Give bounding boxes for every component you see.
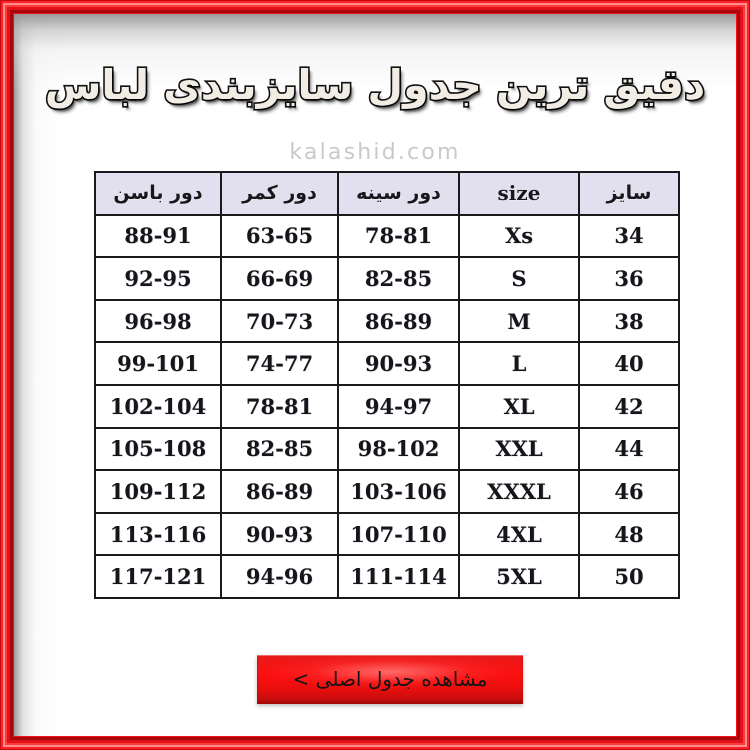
cell-hip: 99-101 (94, 341, 222, 386)
cell-size: M (458, 298, 580, 344)
cell-waist: 94-96 (220, 554, 339, 599)
table-header-row: سایز size دور سینه دور کمر دور باسن (94, 171, 680, 216)
table-row: 46 XXXL 103-106 86-89 109-112 (94, 469, 680, 514)
cell-size: 5XL (458, 554, 580, 599)
column-header-waist: دور کمر (220, 171, 339, 216)
cell-chest: 94-97 (337, 383, 460, 429)
cell-hip: 105-108 (94, 426, 222, 472)
cell-chest: 111-114 (337, 554, 460, 599)
column-header-hip: دور باسن (94, 171, 222, 216)
page-title: دقیق ترین جدول سایزبندی لباس (43, 59, 706, 110)
table-row: 44 XXL 98-102 82-85 105-108 (94, 426, 680, 472)
cell-size: XXXL (458, 469, 580, 514)
cell-waist: 66-69 (220, 256, 339, 301)
table-row: 40 L 90-93 74-77 99-101 (94, 341, 680, 386)
cell-sayz: 38 (578, 298, 680, 344)
table-row: 50 5XL 111-114 94-96 117-121 (94, 554, 680, 599)
cell-waist: 70-73 (220, 298, 339, 344)
cell-chest: 107-110 (337, 511, 460, 557)
table-row: 34 Xs 78-81 63-65 88-91 (94, 213, 680, 259)
clothing-size-table: سایز size دور سینه دور کمر دور باسن 34 Xs… (94, 171, 680, 599)
cell-waist: 82-85 (220, 426, 339, 472)
table-row: 42 XL 94-97 78-81 102-104 (94, 383, 680, 429)
cell-waist: 63-65 (220, 213, 339, 259)
site-watermark: kalashid.com (289, 140, 461, 165)
content-canvas: دقیق ترین جدول سایزبندی لباس kalashid.co… (14, 14, 736, 736)
table-row: 48 4XL 107-110 90-93 113-116 (94, 511, 680, 557)
cell-sayz: 42 (578, 383, 680, 429)
cell-chest: 103-106 (337, 469, 460, 514)
size-table-container: سایز size دور سینه دور کمر دور باسن 34 Xs… (94, 171, 680, 599)
cell-chest: 98-102 (337, 426, 460, 472)
cell-hip: 96-98 (94, 298, 222, 344)
cell-chest: 78-81 (337, 213, 460, 259)
cell-chest: 82-85 (337, 256, 460, 301)
cell-hip: 88-91 (94, 213, 222, 259)
cell-size: XL (458, 383, 580, 429)
cell-size: XXL (458, 426, 580, 472)
column-header-chest: دور سینه (337, 171, 460, 216)
cell-hip: 109-112 (94, 469, 222, 514)
cell-waist: 86-89 (220, 469, 339, 514)
cell-sayz: 46 (578, 469, 680, 514)
cell-size: S (458, 256, 580, 301)
cell-sayz: 34 (578, 213, 680, 259)
cell-sayz: 48 (578, 511, 680, 557)
column-header-size: size (458, 171, 580, 216)
cell-sayz: 44 (578, 426, 680, 472)
cell-size: 4XL (458, 511, 580, 557)
cell-sayz: 50 (578, 554, 680, 599)
view-original-table-button[interactable]: مشاهده جدول اصلی > (257, 655, 523, 704)
cell-hip: 117-121 (94, 554, 222, 599)
cell-waist: 78-81 (220, 383, 339, 429)
table-header: سایز size دور سینه دور کمر دور باسن (94, 171, 680, 216)
table-row: 36 S 82-85 66-69 92-95 (94, 256, 680, 301)
cell-size: L (458, 341, 580, 386)
cell-hip: 102-104 (94, 383, 222, 429)
table-body: 34 Xs 78-81 63-65 88-91 36 S 82-85 66-69 92-95 38 M… (94, 213, 680, 599)
column-header-sayz: سایز (578, 171, 680, 216)
cell-sayz: 40 (578, 341, 680, 386)
cell-sayz: 36 (578, 256, 680, 301)
cell-size: Xs (458, 213, 580, 259)
cell-chest: 86-89 (337, 298, 460, 344)
cell-hip: 92-95 (94, 256, 222, 301)
table-row: 38 M 86-89 70-73 96-98 (94, 298, 680, 344)
cell-waist: 90-93 (220, 511, 339, 557)
cell-waist: 74-77 (220, 341, 339, 386)
cell-chest: 90-93 (337, 341, 460, 386)
cell-hip: 113-116 (94, 511, 222, 557)
